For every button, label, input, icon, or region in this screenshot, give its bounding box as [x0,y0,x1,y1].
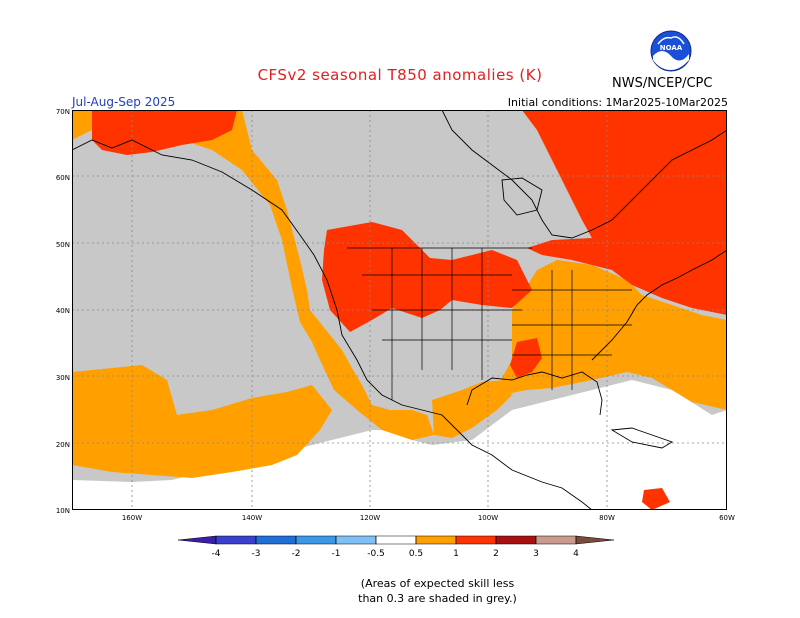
lon-label: 160W [122,514,142,522]
coastlines [72,110,727,510]
legend-swatch [415,535,457,545]
lon-label: 100W [478,514,498,522]
legend-tick: 0.5 [409,549,423,559]
lat-label: 70N [56,108,70,116]
season-label: Jul-Aug-Sep 2025 [72,95,176,109]
skill-note-line: (Areas of expected skill less [360,577,515,590]
lat-label: 20N [56,441,70,449]
legend-swatch [295,535,337,545]
initial-conditions-label: Initial conditions: 1Mar2025-10Mar2025 [507,96,728,109]
legend-tick: 2 [493,549,499,559]
legend-tick: 3 [533,549,539,559]
legend-swatch [575,535,615,545]
orange-region-pacific-coast [72,110,434,440]
lon-label: 120W [360,514,380,522]
state-borders [347,247,632,400]
skill-note-line: than 0.3 are shaded in grey.) [358,592,517,605]
red-region-caribbean [642,488,670,510]
chart-title: CFSv2 seasonal T850 anomalies (K) [257,66,543,84]
noaa-logo: NOAA [650,30,692,72]
legend-swatch [535,535,577,545]
lat-label: 40N [56,307,70,315]
legend-tick: 1 [453,549,459,559]
legend-tick: -3 [252,549,261,559]
color-legend: -4 -3 -2 -1 -0.5 0.5 1 2 3 4 [177,535,615,559]
red-region-mississippi [510,338,542,378]
legend-swatch [375,535,417,545]
map-frame [72,110,727,510]
skill-note: (Areas of expected skill less than 0.3 a… [0,576,800,606]
orange-region-eastern-us [502,260,727,410]
lat-label: 50N [56,241,70,249]
legend-tick: -2 [292,549,301,559]
anomaly-map [72,110,727,510]
legend-tick: 4 [573,549,579,559]
legend-swatch [455,535,497,545]
red-region-canada-east [522,110,727,315]
red-region-alaska [92,110,237,155]
legend-swatch [495,535,537,545]
legend-swatch [215,535,257,545]
longitude-axis: 160W 140W 120W 100W 80W 60W [122,514,735,522]
legend-swatch [177,535,217,545]
orange-region-pacific-ocean [72,365,332,478]
legend-tick: -4 [212,549,221,559]
latitude-axis: 70N 60N 50N 40N 30N 20N 10N [56,108,70,515]
legend-tick: -0.5 [367,549,385,559]
agency-label: NWS/NCEP/CPC [612,76,713,91]
red-region-western-us [322,222,532,332]
lat-label: 10N [56,507,70,515]
lon-label: 80W [599,514,615,522]
orange-region-gulf [432,380,512,438]
lon-label: 60W [719,514,735,522]
legend-swatch [255,535,297,545]
lat-label: 60N [56,174,70,182]
legend-swatch [335,535,377,545]
lat-label: 30N [56,374,70,382]
lon-label: 140W [242,514,262,522]
legend-tick: -1 [332,549,341,559]
svg-text:NOAA: NOAA [660,44,683,52]
